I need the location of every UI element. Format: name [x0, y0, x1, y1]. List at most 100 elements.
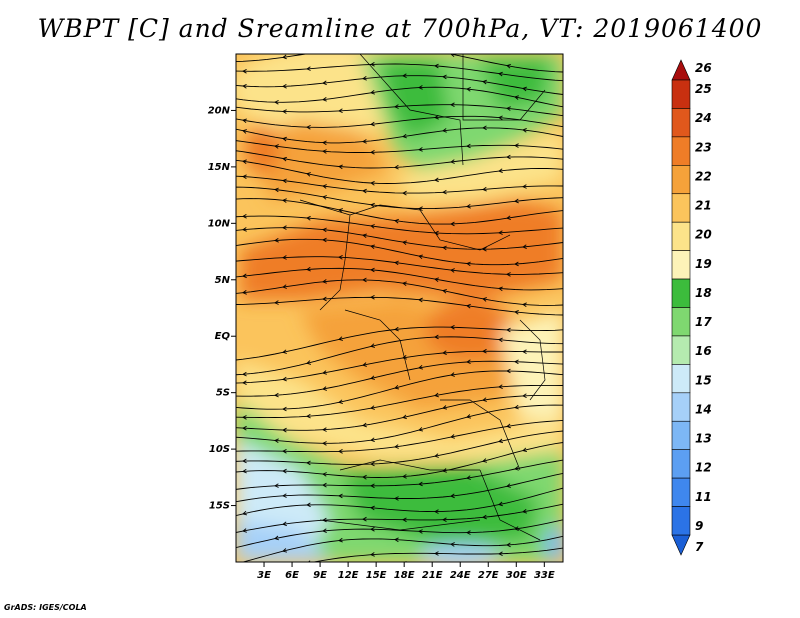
lat-tick-label: EQ	[215, 331, 231, 342]
colorbar-label: 12	[695, 461, 712, 475]
streamline-arrow	[242, 528, 247, 533]
streamline-arrow	[370, 343, 376, 348]
colorbar-swatch	[671, 221, 691, 251]
streamline-arrow	[522, 349, 527, 354]
streamline-arrow	[370, 62, 375, 67]
colorbar-swatch	[671, 506, 691, 536]
colorbar-swatch	[671, 278, 691, 308]
colorbar-swatch	[671, 193, 691, 223]
streamline-arrow	[506, 272, 511, 277]
streamline-arrow	[450, 268, 455, 273]
streamline-arrow	[418, 206, 423, 211]
streamline	[236, 519, 563, 549]
streamline-arrow	[322, 227, 327, 233]
colorbar-label: 23	[695, 140, 712, 154]
streamline-arrow	[362, 188, 367, 194]
streamline	[236, 104, 563, 117]
streamline-arrow	[506, 327, 511, 333]
lon-tick-label: 27E	[478, 570, 499, 581]
streamline-arrow	[242, 159, 247, 164]
lon-tick-label: 3E	[257, 570, 271, 581]
streamline-arrow	[322, 296, 327, 302]
streamline-arrow	[282, 376, 287, 382]
streamline-arrow	[450, 434, 455, 439]
streamline-arrow	[418, 365, 423, 370]
colorbar-label: 24	[695, 111, 712, 125]
streamline-arrow	[442, 405, 448, 410]
streamline-arrow	[274, 144, 279, 149]
streamline-arrow	[282, 521, 287, 527]
streamline-arrow	[434, 453, 439, 458]
streamline-arrow	[242, 214, 247, 219]
colorbar-swatch	[671, 108, 691, 138]
colorbar-swatch	[671, 534, 691, 556]
streamline-arrow	[482, 186, 487, 192]
streamline-arrow	[243, 589, 247, 593]
streamline-arrow	[442, 74, 447, 80]
streamline-arrow	[322, 279, 327, 284]
streamline-arrow	[506, 215, 511, 221]
streamline	[236, 86, 563, 108]
streamline-arrow	[498, 551, 503, 557]
streamline-arrow	[466, 261, 471, 267]
streamline-arrow	[370, 202, 375, 208]
longitude-axis: 3E 6E 9E 12E 15E 18E 21E 24E 27E 30E 33E	[257, 562, 555, 581]
streamline-arrow	[242, 227, 247, 232]
streamline-arrow	[402, 474, 407, 479]
streamline	[236, 238, 563, 266]
streamline-arrow	[242, 380, 247, 386]
lat-tick-label: 5S	[216, 388, 230, 399]
streamline-arrow	[522, 302, 527, 307]
colorbar-label: 20	[695, 228, 712, 242]
streamline-arrow	[242, 129, 247, 134]
streamline	[236, 127, 563, 144]
streamline-arrow	[482, 125, 487, 131]
streamline-arrow	[242, 118, 247, 123]
streamline-arrow	[274, 187, 279, 193]
streamline-arrow	[362, 362, 367, 367]
streamline-arrow	[242, 415, 247, 420]
streamline-arrow	[306, 460, 311, 466]
streamline-arrow	[402, 133, 407, 139]
streamline	[311, 547, 563, 562]
streamline	[236, 350, 563, 384]
streamline-arrow	[434, 392, 439, 398]
streamline-arrow	[322, 472, 327, 477]
streamline-arrow	[418, 85, 423, 90]
streamline	[236, 75, 563, 95]
lon-tick-label: 33E	[534, 570, 555, 581]
colorbar-swatch	[671, 250, 691, 280]
streamline	[236, 459, 563, 490]
streamline-arrow	[442, 189, 447, 195]
streamline-arrow	[322, 482, 327, 488]
streamline-arrow	[482, 246, 487, 252]
streamline-arrow	[363, 564, 367, 568]
streamline-arrow	[442, 468, 447, 473]
colorbar-swatch	[671, 59, 691, 81]
lon-tick-label: 24E	[450, 570, 471, 581]
streamline-arrow	[506, 423, 511, 429]
streamline-arrow	[466, 303, 471, 309]
streamline-arrow	[514, 359, 519, 365]
streamline-arrow	[370, 150, 375, 155]
streamline-arrow	[434, 277, 439, 282]
colorbar-label: 7	[695, 540, 704, 554]
streamline-arrow	[466, 143, 471, 149]
streamline-arrow	[418, 254, 423, 260]
streamline	[236, 198, 563, 225]
streamline-arrow	[322, 386, 327, 391]
streamline-arrow	[362, 76, 367, 81]
streamline-arrow	[362, 139, 367, 144]
streamline-arrow	[498, 230, 503, 235]
streamline	[236, 370, 563, 410]
streamline-arrow	[370, 90, 375, 95]
colorbar-swatch	[671, 449, 691, 479]
streamline-arrow	[394, 384, 400, 390]
streamline-arrow	[482, 397, 487, 402]
latitude-axis: 20N 15N 10N 5N EQ 5S 10S 15S	[208, 105, 236, 512]
streamline-arrow	[322, 370, 327, 375]
streamline-arrow	[282, 406, 287, 412]
streamline-arrow	[483, 564, 487, 568]
streamline-arrow	[450, 102, 455, 107]
streamline	[236, 394, 563, 431]
